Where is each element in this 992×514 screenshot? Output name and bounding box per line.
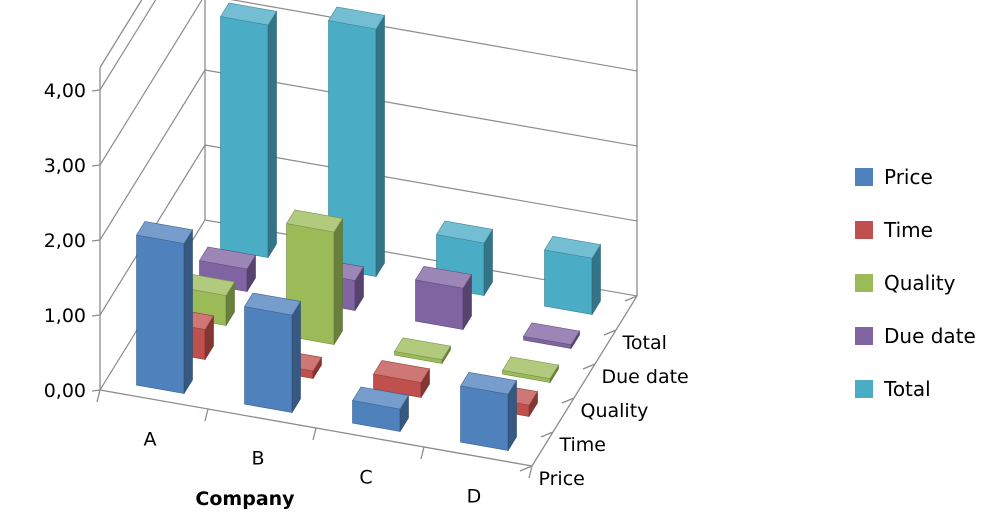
depth-tick (624, 295, 638, 302)
bar-quality-d (502, 356, 559, 384)
depth-axis: Price Time Quality Due date Total (539, 332, 689, 490)
legend-swatch (855, 168, 873, 186)
category-label: B (251, 448, 264, 470)
side-wall-gridline (99, 0, 157, 91)
category-tick (420, 446, 425, 460)
legend-label: Time (883, 218, 933, 242)
depth-label: Quality (581, 400, 649, 422)
side-wall-gridline (99, 69, 206, 241)
legend: Price Time Quality Due date Total (855, 165, 976, 401)
depth-tick (603, 329, 617, 336)
legend-swatch (855, 221, 873, 239)
bar-total-d (544, 235, 601, 316)
depth-tick (582, 363, 596, 370)
value-tick (91, 164, 101, 167)
y-tick-label: 2,00 (44, 230, 86, 252)
depth-tick (561, 397, 575, 404)
y-tick-label: 4,00 (44, 80, 86, 102)
y-tick-label: 1,00 (44, 305, 86, 327)
y-tick-label: 0,00 (44, 380, 86, 402)
back-wall-gridline (229, 0, 638, 72)
legend-swatch (855, 327, 873, 345)
bar-quality-c (394, 337, 451, 365)
value-tick (91, 239, 101, 242)
chart-bars (136, 2, 601, 452)
legend-label: Price (884, 165, 933, 189)
value-tick (91, 314, 101, 317)
category-tick (204, 408, 209, 422)
category-label: A (144, 429, 157, 451)
bar-due-date-d (523, 322, 580, 350)
y-axis: 0,00 1,00 2,00 3,00 4,00 (44, 80, 86, 402)
wall-edge (99, 0, 143, 68)
value-tick (91, 389, 101, 392)
depth-label: Time (559, 434, 607, 456)
depth-axis-line (531, 295, 638, 467)
bar-due-date-c (415, 265, 472, 331)
category-tick (528, 465, 533, 479)
depth-label: Price (539, 468, 585, 490)
depth-tick (540, 431, 554, 438)
back-wall-gridline (204, 69, 638, 147)
category-label: D (467, 486, 482, 508)
x-axis: A B C D (144, 429, 482, 508)
side-wall-gridline (99, 0, 203, 166)
category-label: C (359, 467, 372, 489)
back-wall-gridline (204, 144, 638, 222)
bar-time-c (373, 360, 430, 399)
category-tick (312, 427, 317, 441)
y-tick-label: 3,00 (44, 155, 86, 177)
bar-total-a (220, 2, 277, 259)
bar-price-d (460, 371, 517, 452)
legend-swatch (855, 380, 873, 398)
bar-price-a (136, 221, 193, 395)
legend-label: Due date (884, 324, 976, 348)
legend-label: Total (883, 377, 931, 401)
x-axis-title: Company (195, 488, 295, 510)
bar-price-c (352, 386, 409, 433)
bar-price-b (244, 292, 301, 414)
legend-swatch (855, 274, 873, 292)
category-tick (96, 389, 101, 403)
depth-label: Due date (602, 366, 689, 388)
value-tick (91, 89, 101, 92)
depth-tick (519, 465, 533, 472)
depth-label: Total (622, 332, 667, 354)
legend-label: Quality (884, 271, 956, 295)
